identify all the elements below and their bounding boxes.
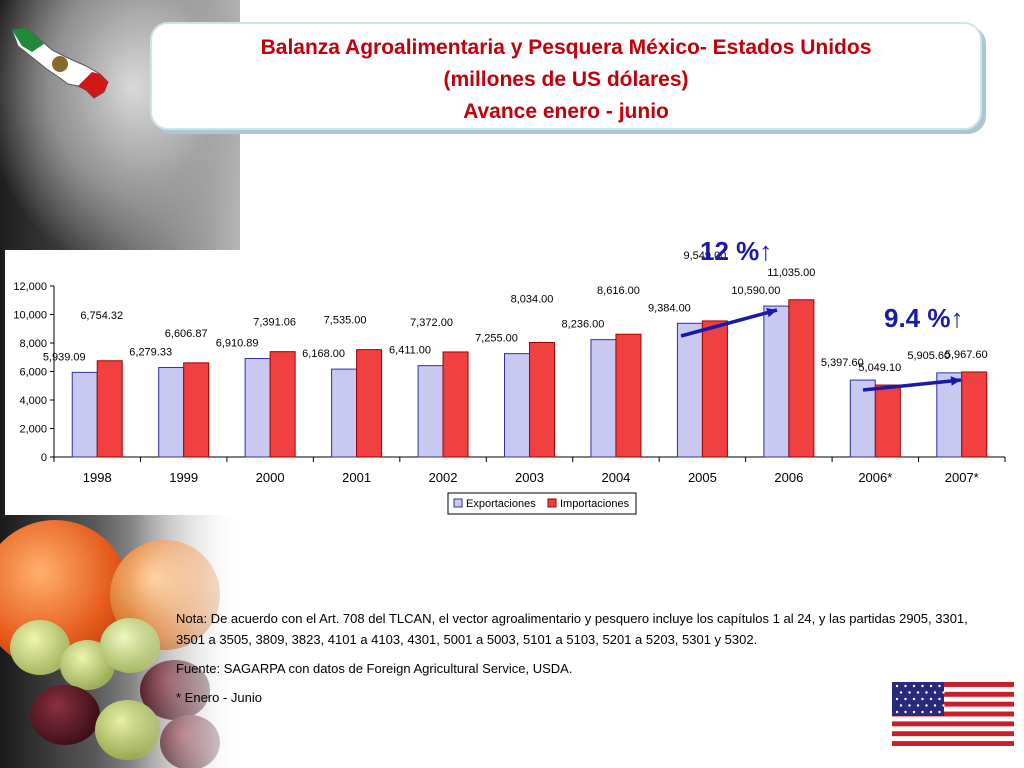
data-label-importaciones: 5,967.60 xyxy=(945,349,988,361)
data-label-importaciones: 9,549.00 xyxy=(683,250,726,262)
data-label-exportaciones: 6,168.00 xyxy=(302,348,345,360)
y-tick-label: 0 xyxy=(41,452,47,464)
trend-arrow-2007-shaft xyxy=(862,378,962,392)
y-tick-label: 12,000 xyxy=(13,281,47,293)
fruit-photo xyxy=(0,500,240,768)
x-tick-label: 1999 xyxy=(169,470,198,485)
y-tick-label: 2,000 xyxy=(19,424,47,436)
bar-exportaciones xyxy=(590,339,617,458)
data-label-importaciones: 5,049.10 xyxy=(858,362,901,374)
bar-importaciones xyxy=(701,320,728,458)
bar-exportaciones xyxy=(71,371,98,458)
data-label-importaciones: 6,606.87 xyxy=(165,328,208,340)
bar-importaciones xyxy=(615,333,642,458)
bar-exportaciones xyxy=(936,372,963,458)
data-label-exportaciones: 6,279.33 xyxy=(129,347,172,359)
title-line-3: Avance enero - junio xyxy=(463,100,669,123)
x-tick-label: 2003 xyxy=(515,470,544,485)
legend-label-exportaciones: Exportaciones xyxy=(466,498,536,510)
data-label-importaciones: 8,616.00 xyxy=(597,285,640,297)
data-label-exportaciones: 5,397.60 xyxy=(821,357,864,369)
asterisk-note: * Enero - Junio xyxy=(176,690,262,705)
data-label-importaciones: 6,754.32 xyxy=(80,310,123,322)
bar-exportaciones xyxy=(849,379,876,458)
notes-section: Nota: De acuerdo con el Art. 708 del TLC… xyxy=(176,608,976,716)
data-label-exportaciones: 7,255.00 xyxy=(475,333,518,345)
x-tick-label: 2004 xyxy=(601,470,630,485)
bar-chart: 0 2,000 4,000 6,000 8,000 10,000 12,000 1998 199… xyxy=(13,250,1006,515)
trend-arrow-2007-head xyxy=(950,376,961,386)
growth-annotation-2005-2006: 12 %↑ xyxy=(700,236,773,266)
source-text: Fuente: SAGARPA con datos de Foreign Agr… xyxy=(176,661,573,676)
data-label-importaciones: 7,391.06 xyxy=(253,317,296,329)
usa-flag-icon xyxy=(892,682,1014,746)
y-tick-label: 6,000 xyxy=(19,367,47,379)
title-line-1: Balanza Agroalimentaria y Pesquera Méxic… xyxy=(260,36,872,59)
bar-exportaciones xyxy=(763,305,790,458)
legend-swatch-exportaciones xyxy=(453,498,463,508)
title-line-2: (millones de US dólares) xyxy=(443,68,689,91)
bar-exportaciones xyxy=(417,365,444,458)
bar-exportaciones xyxy=(244,358,271,458)
bar-exportaciones xyxy=(158,367,185,458)
bar-exportaciones xyxy=(504,353,530,458)
bar-exportaciones xyxy=(676,322,703,458)
growth-annotation-2007: 9.4 %↑ xyxy=(884,303,964,333)
data-label-exportaciones: 10,590.00 xyxy=(731,285,780,297)
trend-arrow-2005-2006-shaft xyxy=(680,308,778,338)
bar-importaciones xyxy=(529,342,555,458)
bar-importaciones xyxy=(356,349,383,458)
y-tick-label: 8,000 xyxy=(19,338,47,350)
bar-importaciones xyxy=(874,384,901,458)
bar-importaciones xyxy=(269,351,296,458)
y-tick-label: 10,000 xyxy=(13,310,47,322)
data-label-exportaciones: 5,905.60 xyxy=(907,350,950,362)
mexico-map-flag-icon xyxy=(11,27,109,99)
bar-importaciones xyxy=(788,299,815,458)
data-label-exportaciones: 6,910.89 xyxy=(216,338,259,350)
x-tick-label: 2007* xyxy=(945,470,979,485)
legend-swatch-importaciones xyxy=(547,498,557,508)
x-tick-label: 2006 xyxy=(774,470,803,485)
bar-importaciones xyxy=(96,360,123,458)
x-tick-label: 1998 xyxy=(83,470,112,485)
data-label-importaciones: 8,034.00 xyxy=(511,294,554,306)
data-label-exportaciones: 8,236.00 xyxy=(562,319,605,331)
data-label-exportaciones: 9,384.00 xyxy=(648,302,691,314)
bar-importaciones xyxy=(442,351,469,458)
chart-panel: 0 2,000 4,000 6,000 8,000 10,000 12,000 1998 199… xyxy=(5,250,1017,515)
bar-importaciones xyxy=(961,371,988,458)
bar-importaciones xyxy=(183,362,210,458)
data-label-exportaciones: 6,411.00 xyxy=(389,345,431,357)
title-box: Balanza Agroalimentaria y Pesquera Méxic… xyxy=(150,22,982,130)
legend-label-importaciones: Importaciones xyxy=(560,498,630,510)
note-text: Nota: De acuerdo con el Art. 708 del TLC… xyxy=(176,611,968,647)
data-label-importaciones: 11,035.00 xyxy=(767,267,815,279)
data-label-importaciones: 7,372.00 xyxy=(410,317,453,329)
legend-box xyxy=(447,492,637,515)
x-tick-label: 2006* xyxy=(858,470,892,485)
x-tick-label: 2005 xyxy=(688,470,717,485)
y-tick-label: 4,000 xyxy=(19,395,47,407)
x-tick-label: 2000 xyxy=(256,470,285,485)
trend-arrow-2005-2006-head xyxy=(766,307,777,318)
bar-exportaciones xyxy=(331,368,358,458)
data-label-importaciones: 7,535.00 xyxy=(324,315,367,327)
x-tick-label: 2001 xyxy=(342,470,371,485)
x-tick-label: 2002 xyxy=(429,470,458,485)
data-label-exportaciones: 5,939.09 xyxy=(43,351,86,363)
